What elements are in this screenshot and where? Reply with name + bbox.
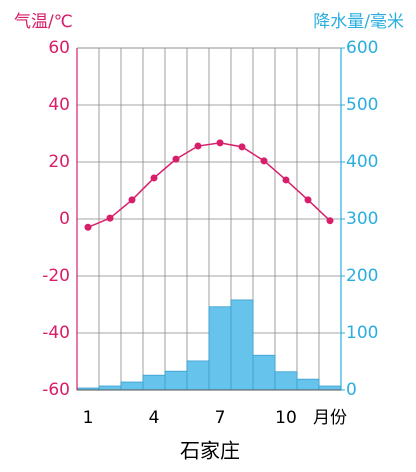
y2-tick-label: 300	[346, 209, 378, 229]
temp-point	[128, 196, 136, 204]
precip-bar	[318, 385, 342, 391]
y-axis-label: 气温/℃	[14, 12, 73, 32]
y2-tick-label: 400	[346, 152, 378, 172]
precip-bar	[120, 381, 144, 391]
chart-title: 石家庄	[180, 439, 240, 463]
precip-bar	[230, 299, 254, 391]
precip-bar	[252, 354, 276, 391]
y-tick-label: 40	[48, 95, 70, 115]
y2-tick-label: 500	[346, 95, 378, 115]
temp-point	[260, 157, 268, 165]
x-tick-label: 7	[215, 408, 226, 428]
precip-bar	[164, 370, 188, 391]
temp-point	[326, 217, 334, 225]
precip-bar	[296, 378, 320, 391]
precip-bar	[208, 306, 232, 391]
y2-tick-label: 0	[346, 380, 357, 400]
temp-point	[238, 143, 246, 151]
y-tick-label: -60	[42, 380, 70, 400]
precip-bar	[186, 360, 210, 391]
x-tick-label: 4	[149, 408, 160, 428]
temp-point	[216, 139, 224, 147]
temp-point	[106, 214, 114, 222]
y-tick-label: 0	[59, 209, 70, 229]
y-tick-label: 60	[48, 38, 70, 58]
y-tick-label: -20	[42, 266, 70, 286]
x-axis-label: 月份	[313, 408, 347, 428]
x-tick-label: 10	[275, 408, 297, 428]
y2-tick-label: 100	[346, 323, 378, 343]
y2-axis-label: 降水量/毫米	[313, 12, 404, 32]
y2-tick-label: 200	[346, 266, 378, 286]
x-tick-label: 1	[83, 408, 94, 428]
temp-line	[87, 142, 331, 228]
y-tick-label: -40	[42, 323, 70, 343]
precip-bar	[274, 371, 298, 391]
precip-bar	[142, 374, 166, 391]
y-tick-label: 20	[48, 152, 70, 172]
y2-tick-label: 600	[346, 38, 378, 58]
temp-point	[150, 174, 158, 182]
temp-point	[84, 223, 92, 231]
temp-point	[172, 155, 180, 163]
precip-bar	[98, 385, 122, 391]
temp-point	[282, 176, 290, 184]
temp-point	[194, 142, 202, 150]
temp-point	[304, 196, 312, 204]
